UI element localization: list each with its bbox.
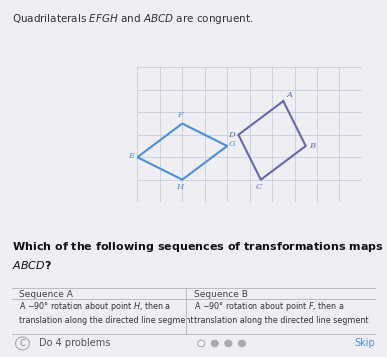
Text: B: B: [309, 142, 315, 150]
Text: Do 4 problems: Do 4 problems: [39, 338, 110, 348]
Text: A −90° rotation about point $H$, then a
translation along the directed line segm: A −90° rotation about point $H$, then a …: [19, 300, 194, 325]
Text: H: H: [176, 183, 184, 191]
Text: Sequence A: Sequence A: [19, 290, 73, 299]
Text: A: A: [287, 91, 293, 99]
Text: G: G: [229, 140, 236, 148]
Text: C: C: [255, 183, 262, 191]
Text: E: E: [128, 152, 134, 160]
Text: C: C: [19, 339, 26, 348]
Text: Skip: Skip: [354, 338, 375, 348]
Text: D: D: [228, 131, 235, 139]
Text: A −90° rotation about point $F$, then a
translation along the directed line segm: A −90° rotation about point $F$, then a …: [194, 300, 368, 325]
Text: Sequence B: Sequence B: [194, 290, 247, 299]
Text: F: F: [177, 111, 183, 119]
Text: Quadrilaterals $EFGH$ and $ABCD$ are congruent.: Quadrilaterals $EFGH$ and $ABCD$ are con…: [12, 12, 253, 26]
Text: Quadrilaterals: Quadrilaterals: [0, 356, 1, 357]
Text: Which of the following sequences of transformations maps $EFGH$ onto
$ABCD$?: Which of the following sequences of tran…: [12, 240, 387, 271]
